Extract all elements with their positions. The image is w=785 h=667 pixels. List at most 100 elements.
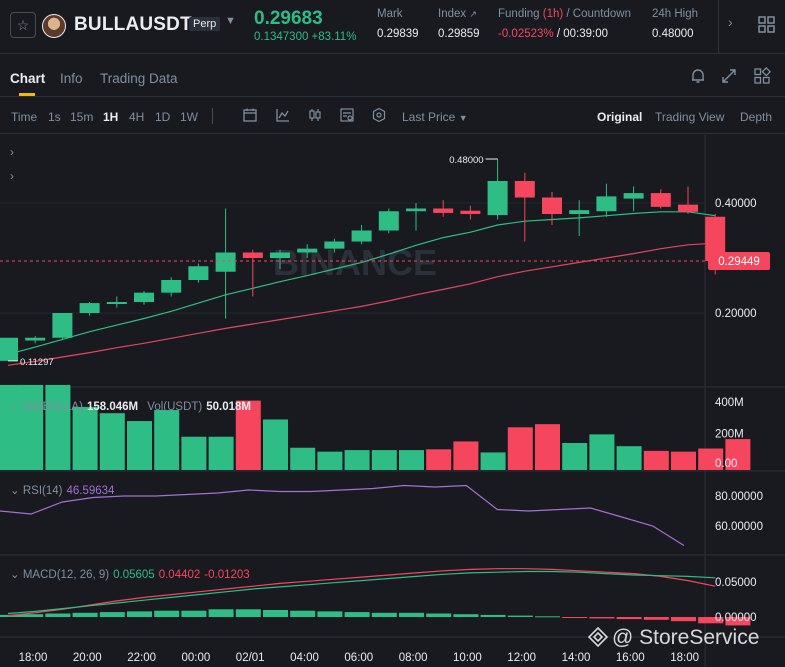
indicator-chart-icon[interactable] xyxy=(275,107,291,123)
exchange-watermark: BINANCE xyxy=(273,242,437,283)
contract-type-badge: Perp xyxy=(189,17,221,31)
volume-bar xyxy=(371,450,397,470)
macd-tick-label: 0.00000 xyxy=(715,612,757,624)
expand-legend-icon[interactable]: › xyxy=(10,145,14,159)
volume-bar xyxy=(18,384,44,470)
macd-histogram-bar xyxy=(643,617,669,620)
mark-price-value: 0.29839 xyxy=(377,28,419,40)
view-original[interactable]: Original xyxy=(597,110,643,124)
high-24h-label: 24h High xyxy=(652,8,699,20)
price-overlays: 0.29449 0.48000 0.11297 xyxy=(0,155,770,368)
volume-bar xyxy=(399,450,424,470)
volume-bar xyxy=(426,449,452,470)
layout-grid-icon[interactable] xyxy=(756,14,778,36)
candle-body xyxy=(188,266,209,280)
chart-tabs: Chart Info Trading Data xyxy=(0,55,785,97)
current-price-label: 0.29449 xyxy=(718,256,760,268)
mark-price-label: Mark xyxy=(377,8,403,20)
bell-alert-icon[interactable] xyxy=(689,67,707,85)
fullscreen-expand-icon[interactable] xyxy=(720,67,738,85)
macd-histogram-bar xyxy=(344,612,370,617)
candle-style-icon[interactable] xyxy=(307,107,323,123)
candle-body xyxy=(242,252,263,258)
volume-bar xyxy=(616,446,642,470)
calendar-icon[interactable] xyxy=(242,107,258,123)
candle-body xyxy=(52,313,73,338)
volume-tick-label: 400M xyxy=(715,397,744,409)
macd-histogram-bar xyxy=(399,612,424,617)
collapse-rsi-icon[interactable]: ⌄ xyxy=(10,485,20,497)
interval-15m[interactable]: 15m xyxy=(70,110,94,124)
volume-legend: ⌄ Vol(BULLA) 158.046M Vol(USDT) 50.018M xyxy=(10,401,252,413)
price-tick-label: 0.40000 xyxy=(715,198,757,210)
rsi-tick-label: 80.00000 xyxy=(715,491,763,503)
candle-body xyxy=(650,193,671,207)
view-trading-view[interactable]: Trading View xyxy=(655,110,725,124)
volume-bar xyxy=(507,427,533,470)
candle-body xyxy=(378,211,399,231)
chart-toolbar: Time 1s 15m 1H 4H 1D 1W Last Price ▼ Ori… xyxy=(0,98,785,134)
interval-1d[interactable]: 1D xyxy=(155,110,171,124)
favorite-star-icon[interactable]: ☆ xyxy=(10,12,36,38)
macd-histogram-bar xyxy=(154,610,180,617)
candle-body xyxy=(270,252,290,258)
chevron-right-icon[interactable]: › xyxy=(728,14,733,30)
volume-bar xyxy=(127,421,152,470)
macd-histogram-bar xyxy=(589,617,615,619)
macd-histogram-bar xyxy=(72,612,98,617)
volume-bar xyxy=(480,452,506,470)
macd-histogram-bar xyxy=(453,614,479,617)
diamond-logo-icon xyxy=(588,627,608,647)
volume-bar xyxy=(589,434,615,470)
tab-info[interactable]: Info xyxy=(60,71,83,86)
rsi-legend: ⌄ RSI(14) 46.59634 xyxy=(10,485,115,497)
time-tick-label: 08:00 xyxy=(399,652,428,664)
symbol-dropdown-icon[interactable]: ▼ xyxy=(225,15,236,27)
candle-body xyxy=(134,292,154,302)
chart-area[interactable]: BINANCE 0.29449 0.48000 0.11297 0.40000 0.2… xyxy=(0,135,785,667)
macd-histogram-bar xyxy=(45,613,71,617)
collapse-macd-icon[interactable]: ⌄ xyxy=(10,569,20,581)
interval-4h[interactable]: 4H xyxy=(129,110,145,124)
volume-bar xyxy=(453,441,479,470)
time-tick-label: 20:00 xyxy=(73,652,102,664)
tab-trading-data[interactable]: Trading Data xyxy=(100,71,178,86)
storeservice-watermark: @ StoreService xyxy=(588,626,759,650)
macd-tick-label: 0.05000 xyxy=(715,577,757,589)
price-source-select[interactable]: Last Price ▼ xyxy=(402,110,468,124)
tab-chart[interactable]: Chart xyxy=(10,71,46,86)
time-tick-label: 06:00 xyxy=(344,652,373,664)
interval-1s[interactable]: 1s xyxy=(48,110,61,124)
candle-body xyxy=(406,208,426,212)
volume-bar xyxy=(671,451,696,470)
volume-bar xyxy=(235,400,261,470)
interval-1h[interactable]: 1H xyxy=(103,110,119,124)
volume-bar xyxy=(154,410,180,470)
expand-indicators-icon[interactable]: › xyxy=(10,169,14,183)
volume-bar xyxy=(344,450,370,470)
macd-histogram-bar xyxy=(235,609,261,617)
volume-bar xyxy=(208,436,234,470)
index-price-stat[interactable]: Index ↗ 0.29859 xyxy=(438,8,480,40)
price-tick-label: 0.20000 xyxy=(715,308,757,320)
interval-1w[interactable]: 1W xyxy=(180,110,198,124)
macd-histogram-bar xyxy=(480,614,506,617)
last-price: 0.29683 xyxy=(254,8,323,29)
volume-bar xyxy=(72,406,98,470)
price-change: 0.1347300 +83.11% xyxy=(254,31,357,43)
drawing-tools-icon[interactable] xyxy=(339,107,355,123)
ticker-header: ☆ BULLAUSDT Perp ▼ 0.29683 0.1347300 +83… xyxy=(0,0,785,54)
high-annotation: 0.48000 xyxy=(449,155,483,166)
symbol-name[interactable]: BULLAUSDT xyxy=(74,14,192,35)
view-depth[interactable]: Depth xyxy=(740,110,773,124)
macd-histogram-bar xyxy=(671,617,696,622)
candle-body xyxy=(0,337,18,361)
macd-pane xyxy=(0,568,751,626)
collapse-volume-icon[interactable]: ⌄ xyxy=(10,401,20,413)
time-label[interactable]: Time xyxy=(11,110,38,124)
funding-value: -0.02523% / 00:39:00 xyxy=(498,28,608,40)
settings-hexagon-icon[interactable] xyxy=(371,107,387,123)
candlesticks xyxy=(0,159,726,361)
layout-settings-icon[interactable] xyxy=(753,67,771,85)
